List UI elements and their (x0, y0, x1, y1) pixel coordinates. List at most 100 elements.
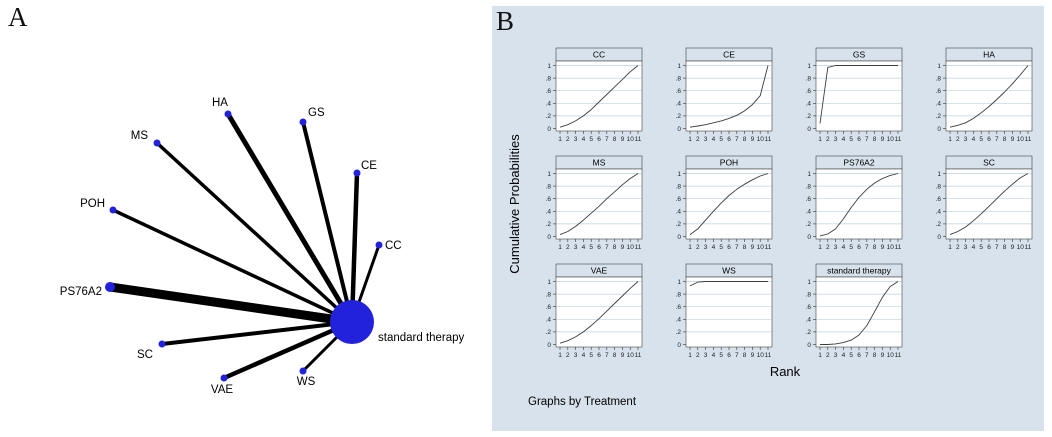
subplot-title: GS (853, 50, 866, 60)
y-tick-label: .2 (806, 113, 812, 120)
subplot-title: VAE (591, 266, 608, 276)
y-tick-label: .4 (546, 209, 552, 216)
subplot-VAE: VAE 0.2.4.6.8 1 1 2 3 4 5 6 7 8 9 10 11 (534, 262, 646, 362)
cumulative-curve (689, 65, 769, 128)
y-tick-label: .6 (676, 304, 682, 311)
network-node (299, 367, 307, 375)
x-tick-label: 7 (995, 244, 999, 251)
cumulative-curve (949, 173, 1029, 236)
x-tick-label: 5 (589, 136, 593, 143)
y-tick-label: .6 (936, 196, 942, 203)
x-tick-label: 1 (688, 244, 692, 251)
y-tick-label: .2 (676, 329, 682, 336)
network-node-label: PS76A2 (60, 286, 102, 298)
y-tick-label: .4 (806, 317, 812, 324)
x-tick-label: 7 (995, 136, 999, 143)
y-tick-label: .2 (936, 221, 942, 228)
x-tick-label: 10 (887, 136, 895, 143)
panel-b-cumulative-plots: B Cumulative Probabilities CC 0.2.4.6.8 1 1… (492, 6, 1044, 431)
x-tick-label: 11 (895, 352, 902, 359)
x-tick-label: 3 (574, 244, 578, 251)
x-tick-label: 2 (956, 244, 960, 251)
cumulative-curve (689, 281, 768, 287)
cumulative-curve (559, 281, 639, 344)
x-tick-label: 4 (972, 244, 976, 251)
x-tick-label: 4 (972, 136, 976, 143)
subplot-title: MS (593, 158, 606, 168)
x-tick-label: 2 (826, 352, 830, 359)
subplot-title: HA (983, 50, 995, 60)
panel-a-label: A (8, 2, 28, 32)
x-tick-label: 6 (987, 136, 991, 143)
x-tick-label: 10 (1017, 136, 1025, 143)
y-tick-label: .8 (936, 183, 942, 190)
x-tick-label: 6 (597, 352, 601, 359)
y-tick-label: .8 (546, 183, 552, 190)
x-tick-label: 6 (727, 244, 731, 251)
x-tick-label: 8 (1003, 244, 1007, 251)
y-tick-label: 1 (807, 63, 811, 70)
y-tick-label: .8 (676, 291, 682, 298)
network-diagram: standard therapy HA GS MS CE POH CC PS76A2 SC VAE… (60, 97, 465, 396)
x-tick-label: 9 (751, 136, 755, 143)
x-tick-label: 10 (627, 352, 635, 359)
network-node-label: MS (131, 130, 149, 142)
x-tick-label: 2 (826, 244, 830, 251)
x-tick-label: 11 (635, 352, 642, 359)
x-tick-label: 10 (757, 244, 765, 251)
x-tick-label: 2 (566, 352, 570, 359)
x-tick-label: 8 (873, 244, 877, 251)
x-tick-label: 5 (719, 352, 723, 359)
x-tick-label: 9 (621, 136, 625, 143)
x-tick-label: 1 (948, 244, 952, 251)
x-tick-label: 2 (696, 244, 700, 251)
subplot-PS76A2: PS76A2 0.2.4.6.8 1 1 2 3 4 5 6 7 8 9 10 11 (794, 154, 906, 254)
y-tick-label: 0 (807, 234, 811, 241)
y-tick-label: .8 (676, 75, 682, 82)
y-tick-label: .6 (936, 88, 942, 95)
x-tick-label: 4 (582, 244, 586, 251)
x-tick-label: 5 (849, 136, 853, 143)
y-tick-label: .4 (676, 209, 682, 216)
x-tick-label: 10 (627, 244, 635, 251)
x-tick-label: 8 (873, 352, 877, 359)
network-node-label: HA (212, 97, 228, 109)
subplot-HA: HA 0.2.4.6.8 1 1 2 3 4 5 6 7 8 9 10 11 (924, 46, 1036, 146)
y-tick-label: 0 (937, 234, 941, 241)
x-tick-label: 4 (712, 352, 716, 359)
x-tick-label: 3 (574, 352, 578, 359)
subplot-standard-therapy: standard therapy 0.2.4.6.8 1 1 2 3 4 5 6 7 8 9 10 11 (794, 262, 906, 362)
y-tick-label: 0 (937, 126, 941, 133)
y-tick-label: .8 (546, 75, 552, 82)
y-tick-label: .2 (546, 221, 552, 228)
y-tick-label: 0 (677, 234, 681, 241)
network-edge (349, 172, 360, 323)
y-tick-label: .6 (806, 88, 812, 95)
x-tick-label: 8 (743, 136, 747, 143)
network-edge (109, 282, 353, 327)
y-tick-label: 1 (547, 279, 551, 286)
network-node (375, 241, 383, 249)
y-tick-label: .4 (936, 101, 942, 108)
x-tick-label: 11 (765, 352, 772, 359)
x-tick-label: 6 (857, 136, 861, 143)
x-tick-label: 8 (613, 352, 617, 359)
network-node (153, 139, 161, 147)
x-tick-label: 4 (582, 136, 586, 143)
y-tick-label: 1 (547, 63, 551, 70)
x-tick-label: 8 (613, 136, 617, 143)
x-tick-label: 1 (558, 352, 562, 359)
x-tick-label: 8 (743, 352, 747, 359)
y-tick-label: .2 (546, 113, 552, 120)
y-tick-label: .8 (546, 291, 552, 298)
x-tick-label: 11 (1025, 136, 1032, 143)
x-tick-label: 8 (743, 244, 747, 251)
subplot-grid: CC 0.2.4.6.8 1 1 2 3 4 5 6 7 8 9 10 11 CE 0.2.4.6.8 1 1 2… (534, 46, 1036, 362)
network-node-label: CE (361, 160, 377, 172)
x-tick-label: 10 (757, 136, 765, 143)
y-tick-label: .6 (676, 88, 682, 95)
x-tick-label: 7 (605, 244, 609, 251)
x-tick-label: 1 (948, 136, 952, 143)
y-tick-label: .6 (546, 88, 552, 95)
cumulative-curve (819, 173, 899, 237)
